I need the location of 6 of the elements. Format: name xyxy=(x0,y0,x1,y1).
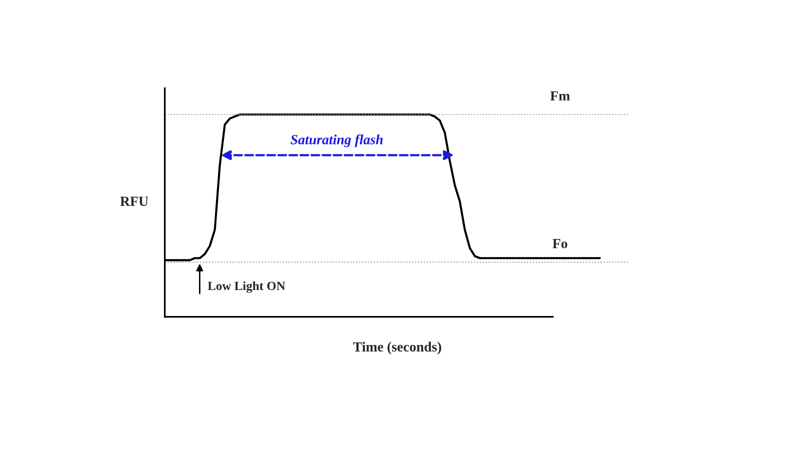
ref-line-label: Fm xyxy=(550,91,570,100)
y-axis-title: RFU xyxy=(120,196,148,206)
ref-line-label: Fo xyxy=(552,239,568,248)
x-axis-title: Time (seconds) xyxy=(353,342,442,354)
annotation: Saturating flash xyxy=(290,134,383,148)
annotation: Low Light ON xyxy=(208,281,286,293)
